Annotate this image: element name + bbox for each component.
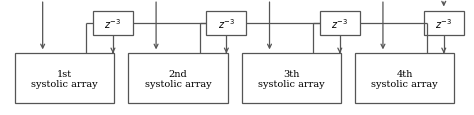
Text: $z^{-3}$: $z^{-3}$: [435, 17, 452, 31]
Bar: [93, 11, 133, 36]
Bar: [424, 11, 464, 36]
Text: $z^{-3}$: $z^{-3}$: [331, 17, 348, 31]
Bar: [355, 54, 455, 103]
Bar: [319, 11, 360, 36]
Bar: [206, 11, 246, 36]
Text: $z^{-3}$: $z^{-3}$: [218, 17, 235, 31]
Text: 2nd
systolic array: 2nd systolic array: [145, 69, 211, 88]
Text: 3th
systolic array: 3th systolic array: [258, 69, 325, 88]
Text: $z^{-3}$: $z^{-3}$: [104, 17, 121, 31]
Bar: [15, 54, 114, 103]
Text: 1st
systolic array: 1st systolic array: [31, 69, 98, 88]
Bar: [242, 54, 341, 103]
Bar: [128, 54, 228, 103]
Text: 4th
systolic array: 4th systolic array: [372, 69, 438, 88]
